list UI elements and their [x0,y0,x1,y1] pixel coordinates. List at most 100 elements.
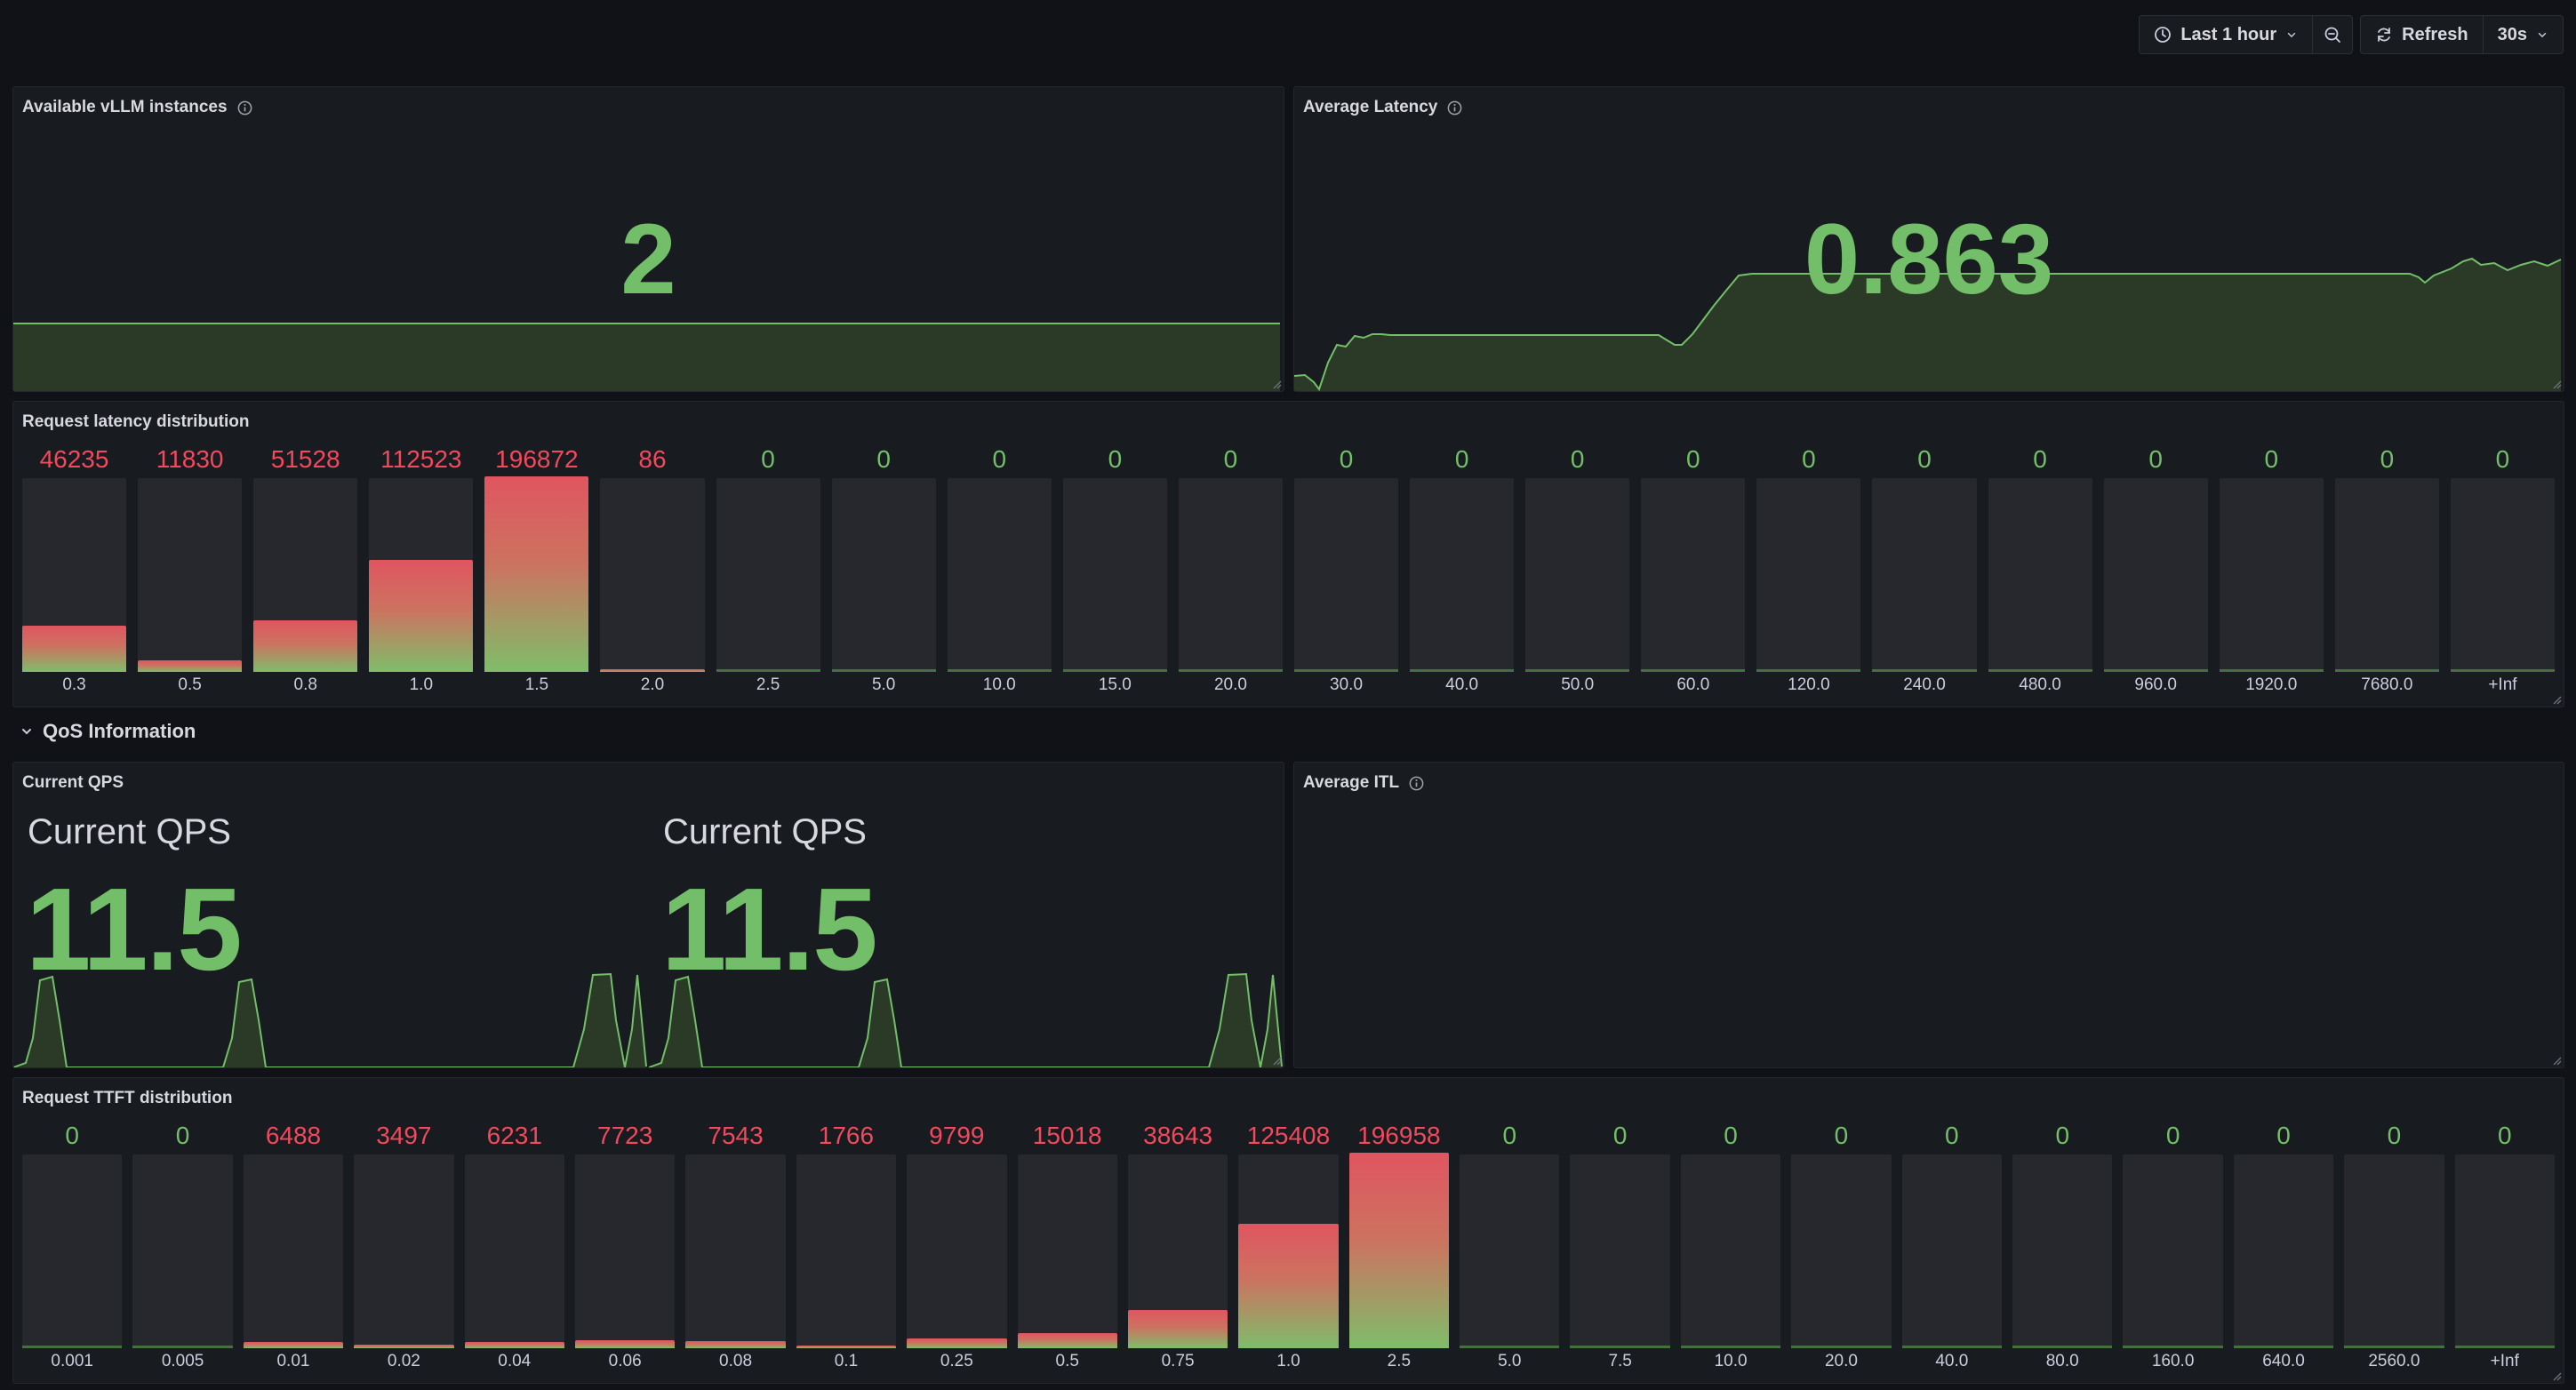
bucket-bar[interactable]: 0 640.0 [2234,1121,2333,1378]
row-toggle-qos-information[interactable]: QoS Information [20,720,196,743]
bucket-track [907,1154,1006,1348]
bucket-baseline [1902,1346,2002,1348]
bucket-value: 0 [1756,444,1860,475]
bucket-bar[interactable]: 0 60.0 [1641,444,1745,702]
bucket-value: 0 [2335,444,2439,475]
panel-available-instances[interactable]: Available vLLM instances 2 [12,86,1284,392]
bucket-value: 3497 [354,1121,453,1151]
bucket-track [1179,478,1283,672]
bucket-value: 0 [2455,1121,2555,1151]
bucket-value: 196872 [484,444,588,475]
info-icon[interactable] [1408,775,1425,792]
bucket-bar[interactable]: 0 160.0 [2123,1121,2222,1378]
bucket-fill [484,476,588,672]
bucket-bar[interactable]: 0 0.001 [22,1121,122,1378]
instances-value: 2 [13,210,1284,309]
bucket-bar[interactable]: 46235 0.3 [22,444,126,702]
bucket-baseline [1179,669,1283,672]
bucket-bar[interactable]: 0 960.0 [2104,444,2208,702]
bucket-bar[interactable]: 196958 2.5 [1349,1121,1449,1378]
bucket-baseline [1525,669,1629,672]
bucket-baseline [1791,1346,1891,1348]
bucket-label: 1.0 [1229,1352,1347,1371]
bucket-bar[interactable]: 0 15.0 [1063,444,1167,702]
bucket-track [244,1154,343,1348]
bucket-label: 40.0 [1401,675,1523,695]
bucket-value: 6488 [244,1121,343,1151]
bucket-bar[interactable]: 0 1920.0 [2220,444,2324,702]
bucket-track [1349,1154,1449,1348]
bucket-fill [600,669,704,672]
bucket-bar[interactable]: 196872 1.5 [484,444,588,702]
refresh-button[interactable]: Refresh [2361,16,2482,53]
bucket-bar[interactable]: 6231 0.04 [465,1121,564,1378]
resize-handle-icon[interactable] [2551,694,2562,705]
bucket-label: 0.75 [1119,1352,1236,1371]
bucket-baseline [2123,1346,2222,1348]
bucket-bar[interactable]: 0 10.0 [1681,1121,1780,1378]
bucket-bar[interactable]: 0 480.0 [1988,444,2092,702]
bucket-bar[interactable]: 0 10.0 [948,444,1052,702]
bucket-bar[interactable]: 9799 0.25 [907,1121,1006,1378]
bucket-bar[interactable]: 3497 0.02 [354,1121,453,1378]
bucket-bar[interactable]: 0 240.0 [1872,444,1976,702]
zoom-out-button[interactable] [2312,16,2352,53]
bucket-bar[interactable]: 0 40.0 [1902,1121,2002,1378]
bucket-value: 112523 [369,444,473,475]
bucket-track [22,478,126,672]
bucket-bar[interactable]: 0 120.0 [1756,444,1860,702]
bucket-bar[interactable]: 0 30.0 [1294,444,1398,702]
bucket-bar[interactable]: 0 +Inf [2451,444,2555,702]
bucket-bar[interactable]: 0 7680.0 [2335,444,2439,702]
bucket-bar[interactable]: 0 40.0 [1410,444,1514,702]
bucket-bar[interactable]: 7543 0.08 [685,1121,785,1378]
bucket-bar[interactable]: 0 20.0 [1179,444,1283,702]
bucket-bar[interactable]: 0 5.0 [832,444,936,702]
bucket-bar[interactable]: 51528 0.8 [253,444,357,702]
bucket-bar[interactable]: 0 0.005 [132,1121,232,1378]
bucket-bar[interactable]: 0 +Inf [2455,1121,2555,1378]
bucket-bar[interactable]: 0 7.5 [1570,1121,1669,1378]
resize-handle-icon[interactable] [2551,1370,2562,1381]
bucket-track [132,1154,232,1348]
panel-request-ttft-distribution[interactable]: Request TTFT distribution 0 0.001 0 0.005 64… [12,1077,2564,1384]
panel-request-latency-distribution[interactable]: Request latency distribution 46235 0.3 118… [12,401,2564,707]
refresh-interval-picker[interactable]: 30s [2483,16,2563,53]
bucket-bar[interactable]: 11830 0.5 [138,444,242,702]
bucket-bar[interactable]: 125408 1.0 [1238,1121,1338,1378]
bucket-track [2344,1154,2444,1348]
bucket-bar[interactable]: 0 5.0 [1460,1121,1559,1378]
panel-average-itl[interactable]: Average ITL [1293,762,2564,1068]
resize-handle-icon[interactable] [2551,379,2562,389]
bucket-label: 0.005 [124,1352,241,1371]
bucket-value: 0 [2104,444,2208,475]
bucket-bar[interactable]: 0 2.5 [716,444,820,702]
bucket-bar[interactable]: 112523 1.0 [369,444,473,702]
bucket-track [716,478,820,672]
bucket-bar[interactable]: 0 2560.0 [2344,1121,2444,1378]
bucket-track [1570,1154,1669,1348]
bucket-bar[interactable]: 0 50.0 [1525,444,1629,702]
qps-stat-title: Current QPS [28,812,231,852]
panel-average-latency[interactable]: Average Latency 0.863 [1293,86,2564,392]
bucket-value: 0 [2123,1121,2222,1151]
resize-handle-icon[interactable] [1271,379,1282,389]
bucket-bar[interactable]: 15018 0.5 [1018,1121,1117,1378]
resize-handle-icon[interactable] [2551,1055,2562,1066]
bucket-bar[interactable]: 1766 0.1 [796,1121,896,1378]
bucket-track [1460,1154,1559,1348]
bucket-bar[interactable]: 38643 0.75 [1128,1121,1228,1378]
bucket-bar[interactable]: 0 80.0 [2012,1121,2112,1378]
bucket-bar[interactable]: 7723 0.06 [575,1121,675,1378]
bucket-baseline [1988,669,2092,672]
time-range-picker[interactable]: Last 1 hour [2140,16,2312,53]
bucket-baseline [22,1346,122,1348]
bucket-bar[interactable]: 86 2.0 [600,444,704,702]
panel-current-qps[interactable]: Current QPS Current QPS 11.5 Current QPS… [12,762,1284,1068]
bucket-bar[interactable]: 0 20.0 [1791,1121,1891,1378]
bucket-bar[interactable]: 6488 0.01 [244,1121,343,1378]
resize-handle-icon[interactable] [1271,1055,1282,1066]
bucket-track [1294,478,1398,672]
bucket-track [2012,1154,2112,1348]
bucket-fill [907,1338,1006,1348]
